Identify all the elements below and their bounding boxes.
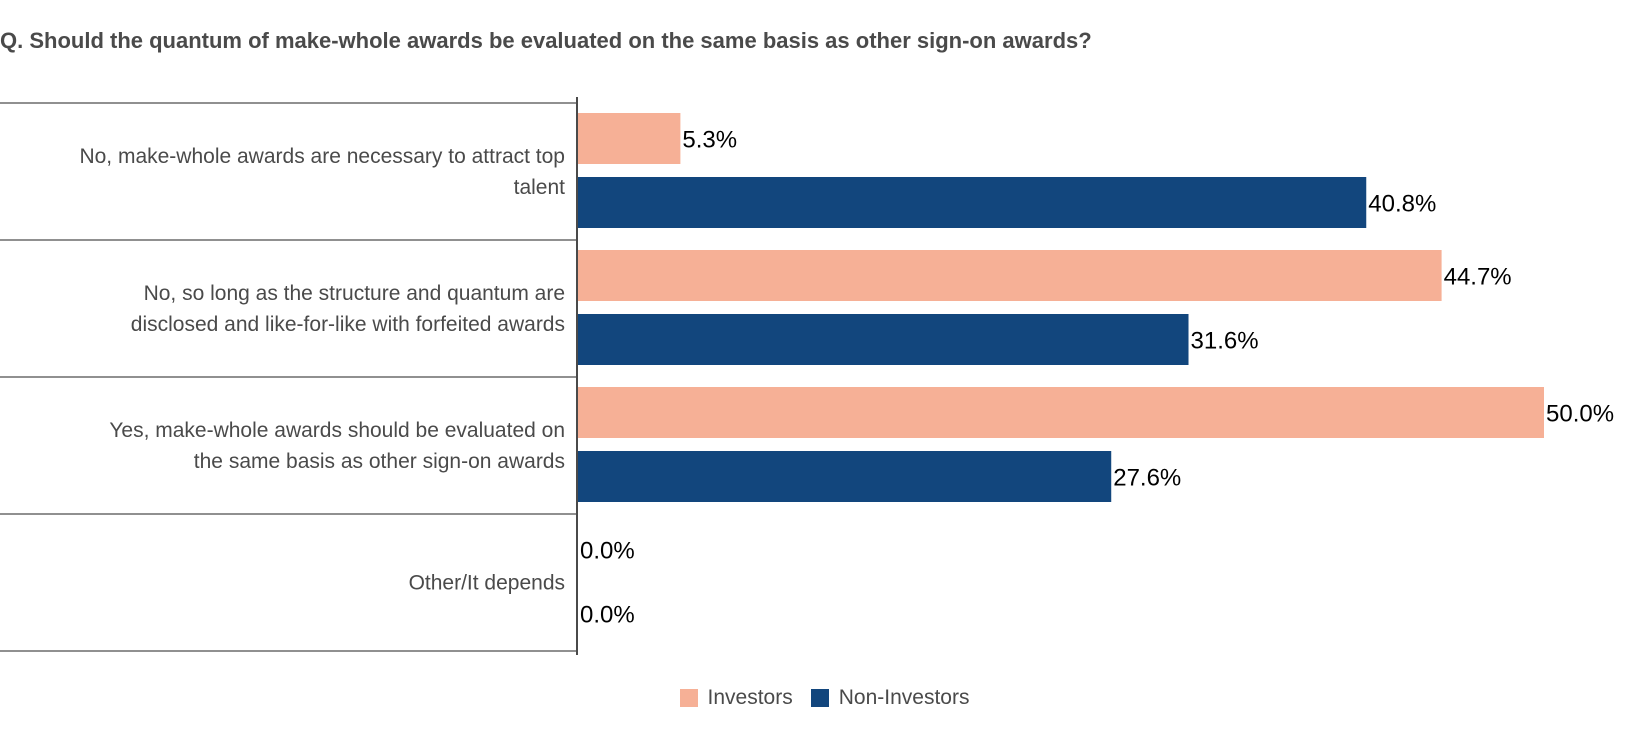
data-label: 40.8%: [1368, 191, 1436, 218]
bar-non-investors: [578, 177, 1367, 228]
legend-label: Investors: [707, 686, 793, 709]
legend-swatch: [810, 689, 829, 707]
bar-chart: No, make-whole awards are necessary to a…: [0, 97, 1614, 655]
data-label: 44.7%: [1444, 264, 1512, 291]
data-label: 0.0%: [580, 538, 635, 565]
legend-item-investors: Investors: [679, 686, 793, 710]
bar-investors: [578, 250, 1442, 301]
legend-swatch: [679, 689, 698, 707]
data-label: 0.0%: [580, 602, 635, 629]
chart-title: Q. Should the quantum of make-whole awar…: [0, 28, 1092, 53]
legend: Investors Non-Investors: [0, 686, 1649, 710]
category-label: Other/It depends: [409, 572, 565, 595]
legend-item-non-investors: Non-Investors: [810, 686, 970, 710]
data-label: 27.6%: [1113, 465, 1181, 492]
data-label: 31.6%: [1191, 328, 1259, 355]
bar-non-investors: [578, 314, 1189, 365]
bar-investors: [578, 387, 1544, 438]
data-label: 50.0%: [1546, 401, 1614, 428]
category-label: Yes, make-whole awards should be evaluat…: [109, 419, 565, 473]
category-label: No, so long as the structure and quantum…: [131, 282, 565, 336]
data-label: 5.3%: [682, 127, 737, 154]
bar-non-investors: [578, 451, 1112, 502]
category-label: No, make-whole awards are necessary to a…: [79, 145, 565, 199]
bar-investors: [578, 113, 681, 164]
legend-label: Non-Investors: [838, 686, 970, 709]
